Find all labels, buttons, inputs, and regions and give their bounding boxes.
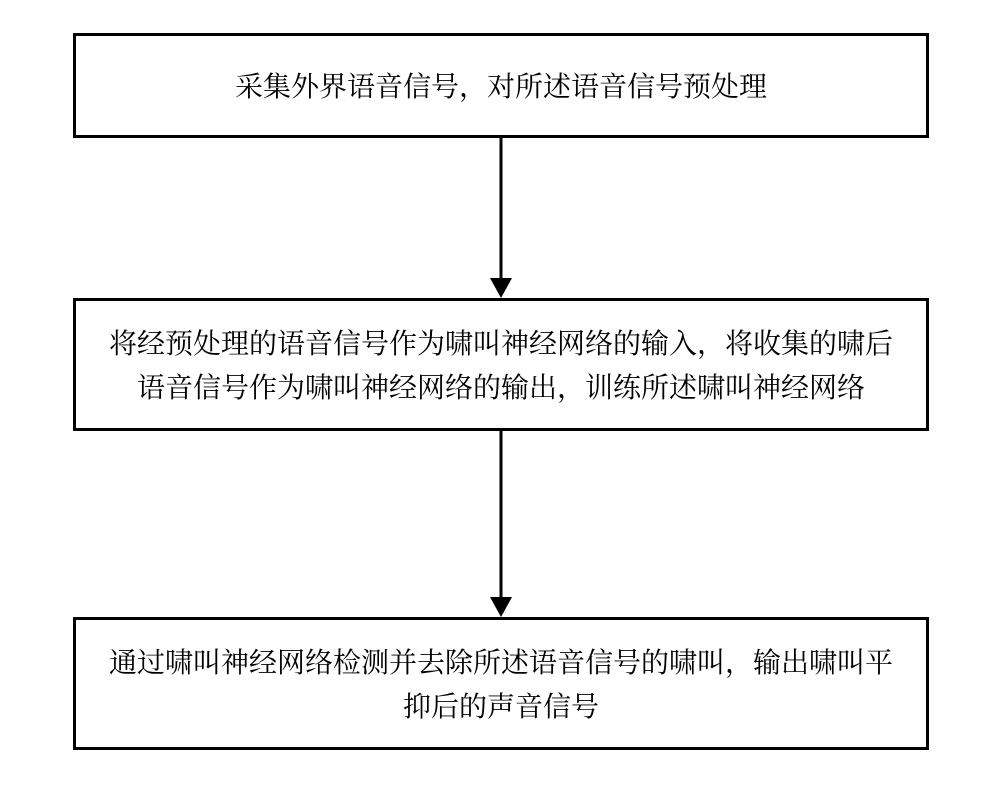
flowchart-canvas: 采集外界语音信号，对所述语音信号预处理 将经预处理的语音信号作为啸叫神经网络的输… (0, 0, 1000, 789)
flowchart-node-label: 将经预处理的语音信号作为啸叫神经网络的输入，将收集的啸后语音信号作为啸叫神经网络… (98, 321, 904, 408)
flowchart-node-n2: 将经预处理的语音信号作为啸叫神经网络的输入，将收集的啸后语音信号作为啸叫神经网络… (73, 298, 929, 431)
flowchart-arrow-e1 (488, 138, 514, 298)
flowchart-node-label: 通过啸叫神经网络检测并去除所述语音信号的啸叫，输出啸叫平抑后的声音信号 (98, 640, 904, 727)
flowchart-arrow-e2 (488, 431, 514, 617)
flowchart-node-n1: 采集外界语音信号，对所述语音信号预处理 (73, 33, 929, 138)
flowchart-node-label: 采集外界语音信号，对所述语音信号预处理 (235, 64, 767, 107)
flowchart-node-n3: 通过啸叫神经网络检测并去除所述语音信号的啸叫，输出啸叫平抑后的声音信号 (73, 617, 929, 750)
